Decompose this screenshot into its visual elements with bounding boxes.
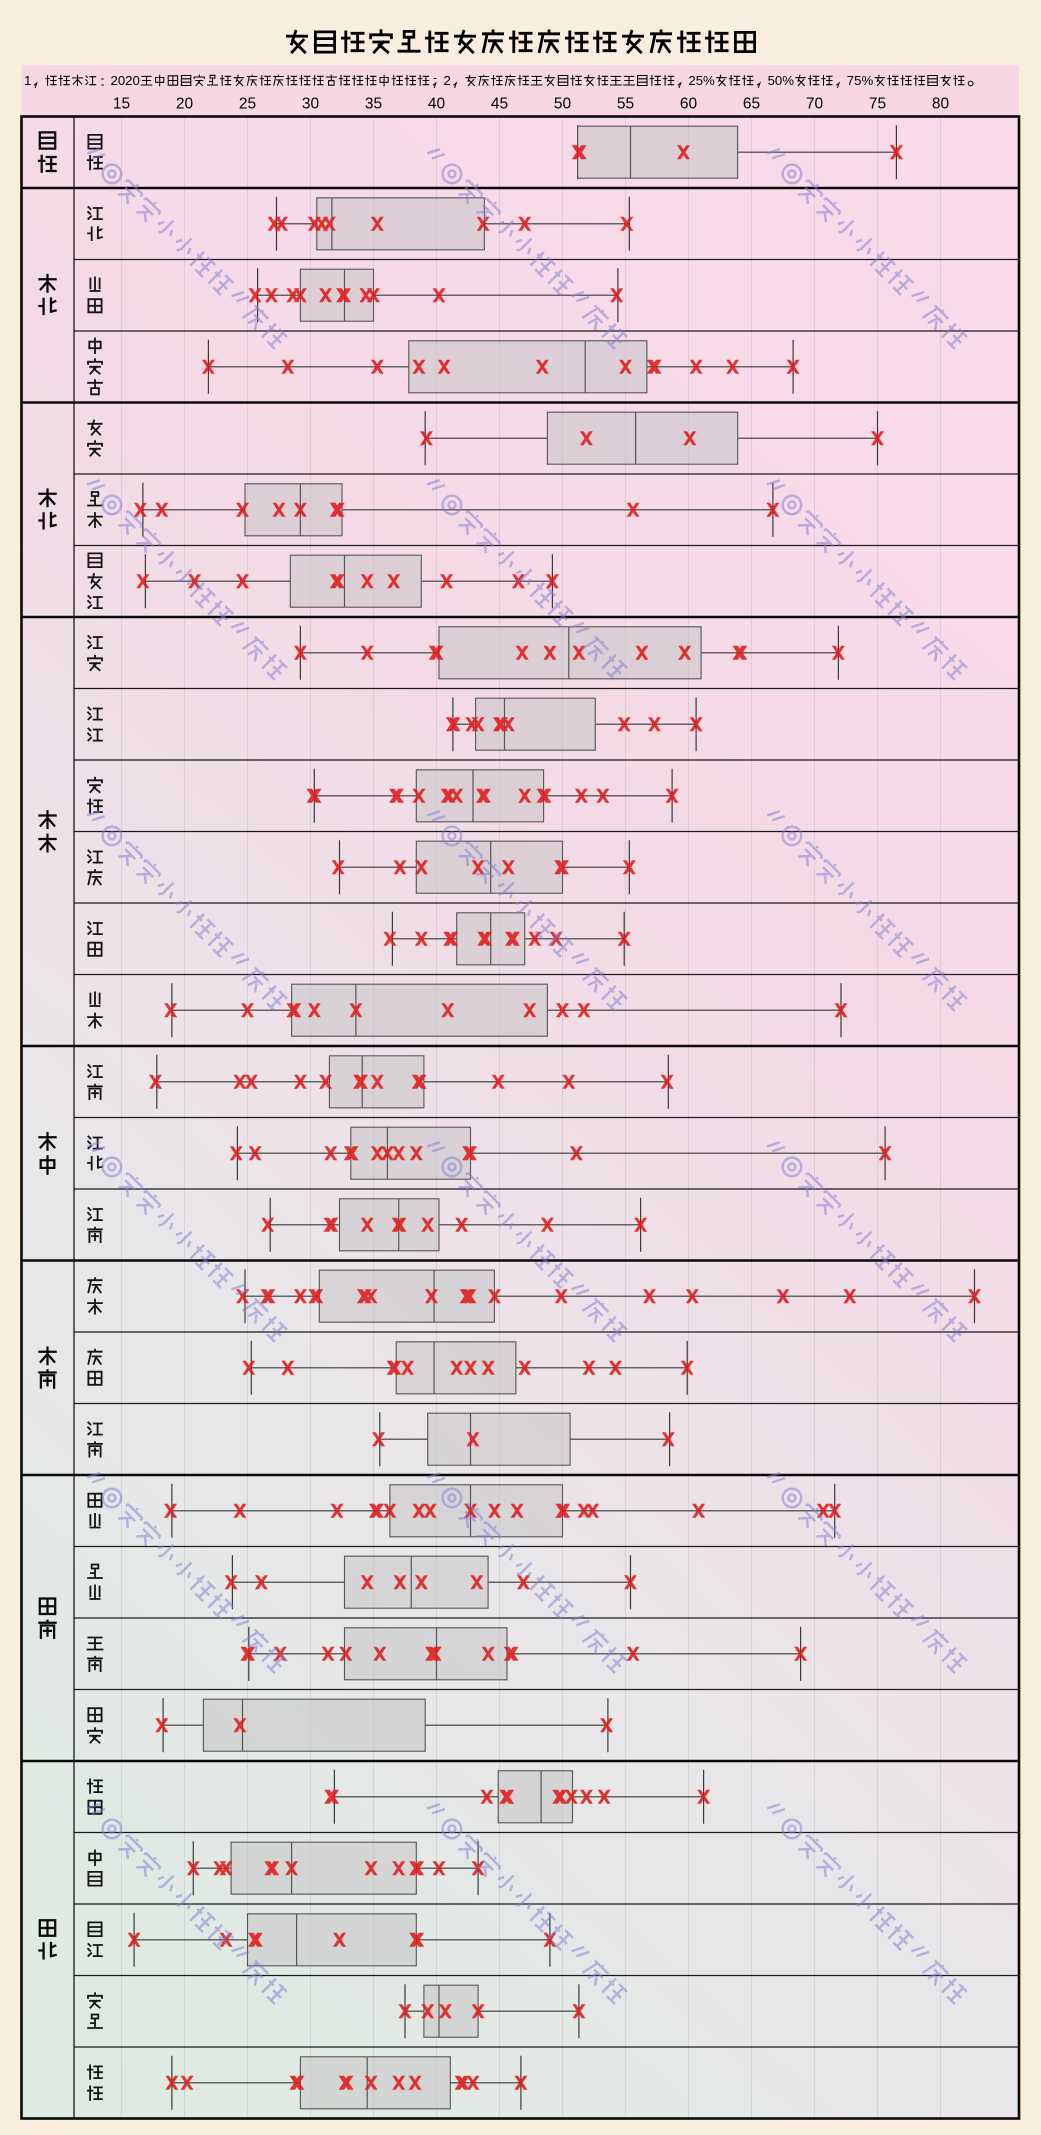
svg-text:75: 75: [869, 96, 886, 113]
svg-text:20: 20: [176, 96, 194, 113]
svg-text:50%: 50%: [768, 73, 795, 88]
svg-text:35: 35: [365, 96, 382, 113]
svg-text:2020: 2020: [111, 73, 140, 88]
svg-text:65: 65: [743, 96, 760, 113]
svg-text:75%: 75%: [847, 73, 874, 88]
svg-text:55: 55: [617, 96, 634, 113]
svg-text:50: 50: [554, 96, 572, 113]
svg-text:40: 40: [428, 96, 446, 113]
svg-text:15: 15: [113, 96, 130, 113]
svg-text:70: 70: [806, 96, 824, 113]
svg-text:1: 1: [24, 73, 31, 88]
svg-text:30: 30: [302, 96, 320, 113]
svg-text:45: 45: [491, 96, 508, 113]
svg-text:25: 25: [239, 96, 256, 113]
svg-text:2: 2: [444, 73, 451, 88]
svg-text:25%: 25%: [688, 73, 715, 88]
svg-text:60: 60: [680, 96, 698, 113]
svg-text:80: 80: [932, 96, 950, 113]
